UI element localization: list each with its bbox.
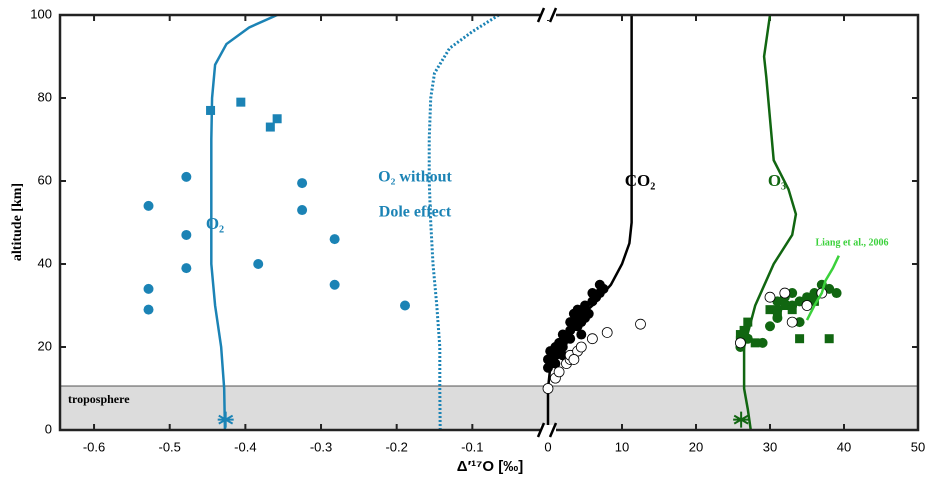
- point: [795, 334, 805, 344]
- annotation: O₃: [768, 171, 786, 190]
- y-tick-label: 40: [38, 255, 52, 270]
- point: [400, 300, 411, 311]
- point: [786, 316, 798, 328]
- annotation: Dole effect: [379, 204, 452, 221]
- annotation: O₂ without: [378, 169, 452, 186]
- point: [757, 337, 768, 348]
- y-tick-label: 80: [38, 89, 52, 104]
- point: [553, 366, 565, 378]
- point: [181, 229, 192, 240]
- point: [181, 171, 192, 182]
- point: [831, 288, 842, 299]
- point: [236, 97, 246, 107]
- x-tick-label: -0.6: [83, 439, 105, 454]
- y-tick-label: 0: [45, 421, 52, 436]
- x-tick-label: -0.1: [461, 439, 483, 454]
- point: [542, 383, 554, 394]
- point: [587, 333, 598, 345]
- point: [601, 327, 613, 338]
- point: [565, 317, 576, 328]
- point: [253, 259, 264, 269]
- point: [143, 283, 154, 294]
- point: [772, 309, 782, 319]
- point: [787, 288, 798, 299]
- point: [143, 200, 154, 211]
- point: [787, 305, 797, 315]
- point: [265, 122, 275, 132]
- axis-break: [536, 422, 558, 438]
- axis-break: [536, 7, 558, 23]
- x-tick-label: 10: [615, 439, 629, 454]
- point: [543, 362, 553, 373]
- point: [743, 317, 753, 327]
- profile-line: [427, 13, 500, 431]
- point: [550, 358, 561, 369]
- star-marker: [733, 411, 750, 428]
- x-tick-label: 0: [544, 439, 551, 454]
- x-tick-label: -0.5: [159, 439, 181, 454]
- point: [780, 301, 790, 310]
- annotation: O₂: [206, 214, 224, 233]
- point: [297, 205, 308, 216]
- point: [739, 325, 749, 335]
- point: [765, 321, 775, 332]
- point: [568, 308, 579, 319]
- point: [297, 178, 308, 189]
- point: [794, 317, 805, 328]
- star-marker: [217, 411, 234, 428]
- x-tick-label: 30: [763, 439, 777, 454]
- x-axis-label: Δ′¹⁷O [‰]: [457, 458, 523, 475]
- point: [594, 279, 605, 290]
- point: [809, 296, 819, 306]
- x-tick-label: 20: [689, 439, 703, 454]
- point: [554, 337, 565, 348]
- point: [735, 337, 746, 349]
- point: [750, 338, 760, 348]
- point: [575, 341, 587, 353]
- point: [635, 318, 646, 330]
- x-tick-label: 40: [837, 439, 851, 454]
- point: [206, 105, 216, 115]
- point: [779, 287, 791, 299]
- y-tick-label: 60: [38, 172, 52, 187]
- axis-break-gap: [540, 425, 556, 435]
- point: [329, 234, 340, 245]
- point: [580, 300, 590, 311]
- point: [801, 300, 813, 311]
- y-tick-label: 100: [30, 6, 52, 21]
- x-tick-label: -0.4: [234, 439, 256, 454]
- profile-line: [742, 14, 798, 431]
- point: [272, 114, 282, 124]
- point: [809, 288, 820, 299]
- point: [557, 329, 568, 340]
- point: [765, 305, 775, 315]
- annotation: Liang et al., 2006: [815, 237, 888, 248]
- band-label: troposphere: [68, 392, 130, 406]
- plot-frame: [58, 13, 920, 432]
- point: [329, 279, 340, 290]
- point: [181, 263, 192, 274]
- point: [802, 294, 812, 304]
- y-tick-label: 20: [38, 338, 52, 353]
- troposphere-band: [59, 385, 919, 431]
- profile-line: [805, 255, 840, 321]
- point: [824, 334, 834, 344]
- axis-break-gap: [540, 10, 556, 20]
- x-tick-label: -0.3: [310, 439, 332, 454]
- point: [576, 329, 587, 340]
- x-tick-label: -0.2: [385, 439, 407, 454]
- point: [580, 312, 590, 323]
- profile-line: [210, 13, 278, 431]
- annotation: CO₂: [625, 171, 656, 190]
- x-tick-label: 50: [911, 439, 925, 454]
- point: [764, 291, 776, 303]
- point: [565, 333, 576, 344]
- point: [568, 354, 580, 365]
- y-axis-label: altitude [km]: [10, 183, 25, 261]
- point: [143, 304, 154, 315]
- point: [587, 288, 598, 299]
